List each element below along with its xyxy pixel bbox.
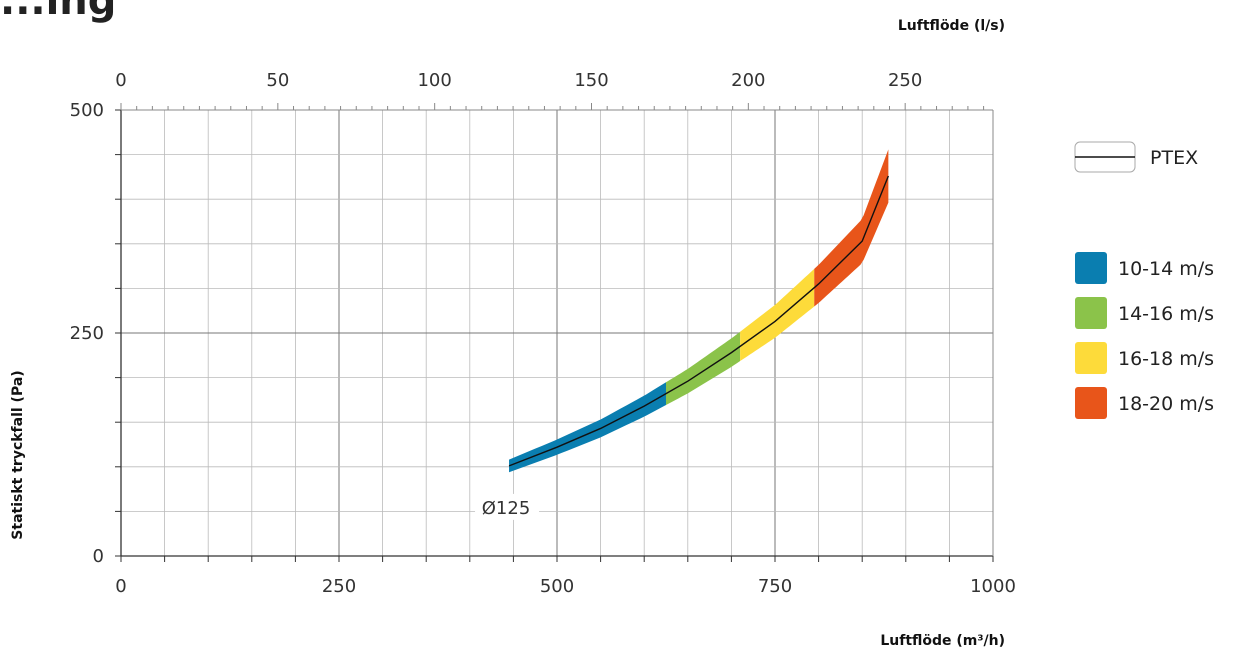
velocity-band bbox=[666, 332, 740, 405]
velocity-bands bbox=[509, 149, 888, 472]
y-tick-label: 0 bbox=[93, 546, 104, 567]
x-tick-label: 500 bbox=[540, 576, 574, 597]
top-x-axis-title: Luftflöde (l/s) bbox=[898, 18, 1005, 34]
legend-swatch bbox=[1075, 252, 1107, 284]
top-x-tick-label: 100 bbox=[417, 70, 451, 91]
bottom-x-axis-title: Luftflöde (m³/h) bbox=[880, 633, 1005, 649]
x-tick-label: 0 bbox=[115, 576, 126, 597]
series-label: Ø125 bbox=[482, 498, 531, 519]
top-x-tick-label: 0 bbox=[115, 70, 126, 91]
x-tick-label: 250 bbox=[322, 576, 356, 597]
legend-label: 14-16 m/s bbox=[1118, 303, 1214, 325]
legend: PTEX 10-14 m/s 14-16 m/s 16-18 m/s 18-20 m/s bbox=[1075, 142, 1214, 419]
y-tick-label: 250 bbox=[70, 323, 104, 344]
legend-label: 16-18 m/s bbox=[1118, 348, 1214, 370]
chart-grid bbox=[121, 110, 993, 556]
annotations: Ø125 bbox=[475, 494, 539, 520]
x-tick-label: 1000 bbox=[970, 576, 1016, 597]
legend-swatch bbox=[1075, 387, 1107, 419]
y-tick-label: 500 bbox=[70, 100, 104, 121]
legend-label-ptex: PTEX bbox=[1150, 147, 1198, 169]
x-tick-label: 750 bbox=[758, 576, 792, 597]
y-axis-title: Statiskt tryckfall (Pa) bbox=[10, 370, 26, 539]
legend-swatch bbox=[1075, 342, 1107, 374]
top-x-tick-label: 50 bbox=[266, 70, 289, 91]
legend-label: 10-14 m/s bbox=[1118, 258, 1214, 280]
legend-swatch bbox=[1075, 297, 1107, 329]
velocity-band bbox=[814, 149, 888, 306]
velocity-band bbox=[509, 382, 666, 472]
velocity-band bbox=[740, 269, 814, 361]
top-x-tick-label: 250 bbox=[888, 70, 922, 91]
top-x-tick-label: 200 bbox=[731, 70, 765, 91]
top-x-tick-label: 150 bbox=[574, 70, 608, 91]
legend-label: 18-20 m/s bbox=[1118, 393, 1214, 415]
